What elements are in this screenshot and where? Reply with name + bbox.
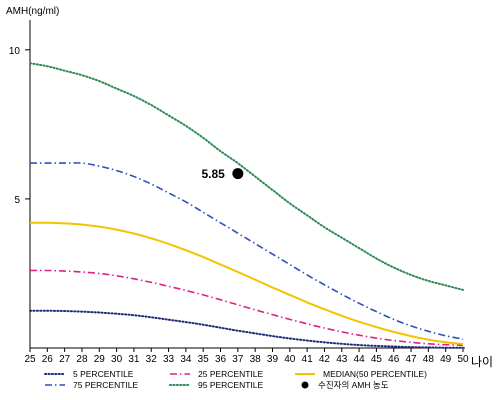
- x-tick-label: 29: [94, 354, 106, 365]
- x-tick-label: 43: [336, 354, 348, 365]
- y-ticks: 5 10: [9, 46, 30, 206]
- x-ticks: 25 26 27 28 29 30 31 32 33 34 35 36 37 38 39 40 41 42 43 44…: [24, 348, 469, 365]
- legend-label: MEDIAN(50 PERCENTILE): [323, 369, 427, 379]
- x-tick-label: 46: [388, 354, 400, 365]
- x-tick-label: 45: [371, 354, 383, 365]
- plot-axes: [29, 20, 465, 349]
- x-tick-label: 42: [319, 354, 331, 365]
- x-tick-label: 32: [146, 354, 158, 365]
- series-line-95-percentile: [29, 62, 464, 291]
- legend-swatch: [301, 381, 309, 389]
- x-tick-label: 38: [250, 354, 262, 365]
- series-line-median-50-percentile: [29, 221, 464, 346]
- legend-label: 수진자의 AMH 농도: [318, 380, 389, 390]
- series-line-5-percentile: [29, 309, 464, 349]
- x-tick-label: 35: [198, 354, 210, 365]
- legend-label: 95 PERCENTILE: [198, 380, 264, 390]
- patient-amh-point: [232, 168, 244, 180]
- y-tick-label: 5: [14, 195, 20, 206]
- x-tick-label: 39: [267, 354, 279, 365]
- x-tick-label: 49: [440, 354, 452, 365]
- x-tick-label: 37: [232, 354, 244, 365]
- x-tick-label: 33: [163, 354, 175, 365]
- x-tick-label: 50: [457, 354, 469, 365]
- patient-amh-value-label: 5.85: [201, 167, 225, 181]
- x-tick-label: 31: [128, 354, 140, 365]
- annotations: 5.85: [201, 167, 244, 181]
- series-lines: [29, 62, 464, 349]
- legend-label: 25 PERCENTILE: [198, 369, 264, 379]
- x-tick-label: 25: [24, 354, 36, 365]
- x-tick-label: 27: [59, 354, 71, 365]
- x-tick-label: 30: [111, 354, 123, 365]
- series-line-75-percentile: [30, 162, 464, 340]
- series-line-25-percentile: [29, 269, 464, 347]
- x-tick-label: 44: [354, 354, 366, 365]
- x-tick-label: 28: [76, 354, 88, 365]
- x-tick-label: 40: [284, 354, 296, 365]
- x-tick-label: 34: [180, 354, 192, 365]
- y-tick-label: 10: [9, 46, 21, 57]
- y-axis-title: AMH(ng/ml): [6, 6, 59, 17]
- x-tick-label: 48: [423, 354, 435, 365]
- x-tick-label: 47: [405, 354, 417, 365]
- x-tick-label: 36: [215, 354, 227, 365]
- x-tick-label: 41: [302, 354, 314, 365]
- legend-label: 5 PERCENTILE: [73, 369, 134, 379]
- x-axis-title: 나이: [471, 355, 493, 369]
- legend: 5 PERCENTILE 25 PERCENTILE MEDIAN(50 PERCE…: [44, 369, 427, 390]
- legend-label: 75 PERCENTILE: [73, 380, 139, 390]
- x-tick-label: 26: [42, 354, 54, 365]
